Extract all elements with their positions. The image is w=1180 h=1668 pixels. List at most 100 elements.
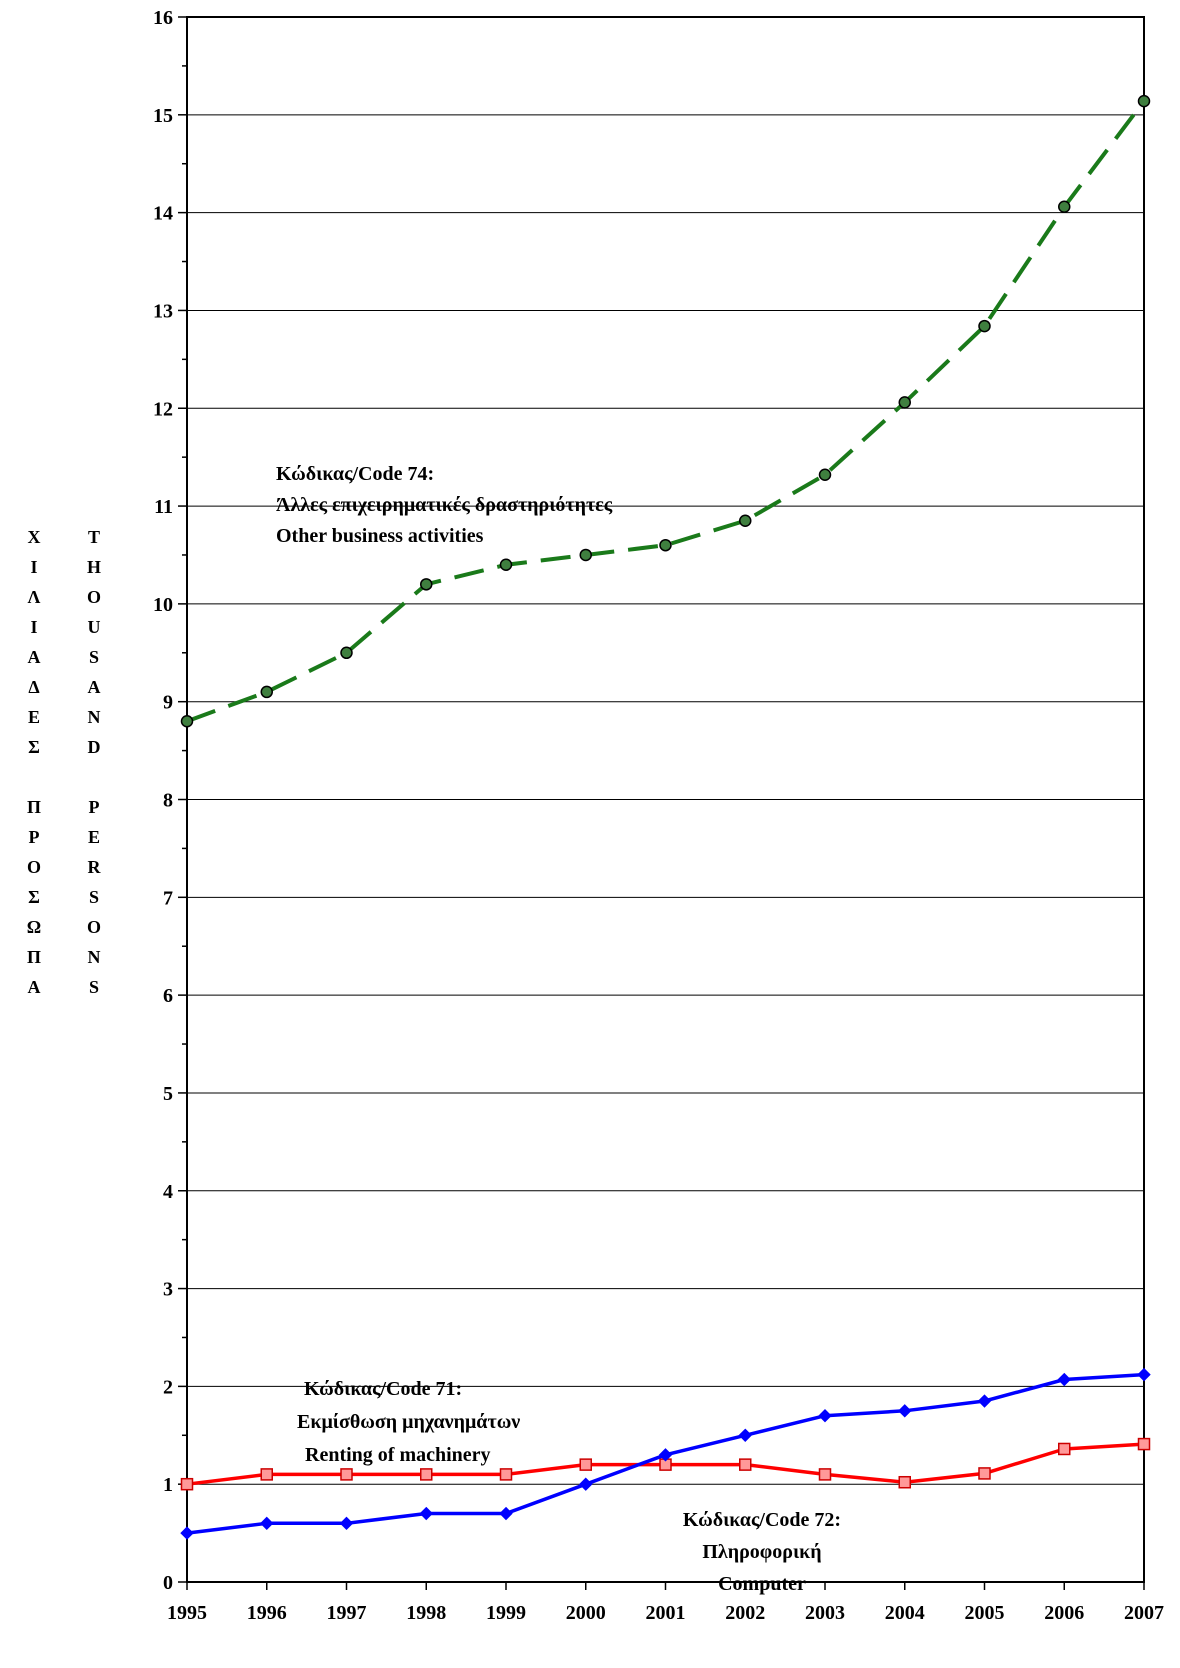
gridlines: [187, 16, 1144, 1485]
data-point-code74: [659, 538, 672, 552]
annotation-code72-line3: Computer: [718, 1573, 806, 1595]
y-tick-label: 15: [153, 105, 173, 127]
data-point-code72: [579, 1477, 593, 1491]
y-axis-label-letter: A: [87, 677, 101, 697]
data-point-code72: [658, 1448, 673, 1462]
y-axis-label-letter: S: [88, 647, 99, 667]
x-axis-ticks: 1995 1996 1997 1998 1999 2000 2001 2002 2003 2004…: [167, 1582, 1164, 1624]
y-tick-label: 12: [153, 398, 173, 420]
y-axis-label-letter: Π: [26, 947, 41, 967]
y-tick-label: 16: [153, 7, 173, 29]
x-tick-label: 1997: [327, 1602, 367, 1624]
x-tick-label: 2007: [1124, 1602, 1164, 1624]
data-point-code72: [1057, 1372, 1071, 1387]
data-point-code72: [1137, 1367, 1151, 1382]
annotation-code71: Κώδικας/Code 71: Εκμίσθωση μηχανημάτων R…: [297, 1378, 520, 1466]
annotation-code72-line2: Πληροφορική: [702, 1541, 821, 1563]
y-axis-label-letter: Ι: [30, 617, 38, 637]
data-point-code74: [739, 514, 752, 527]
data-point-code71: [978, 1467, 991, 1480]
y-tick-label: 1: [163, 1474, 173, 1496]
data-point-code72: [738, 1428, 752, 1442]
y-tick-label: 11: [154, 496, 173, 518]
y-axis-label-letter: Σ: [28, 887, 40, 907]
annotation-code72: Κώδικας/Code 72: Πληροφορική Computer: [683, 1509, 841, 1595]
data-point-code71: [1137, 1437, 1151, 1451]
data-point-code71: [340, 1468, 353, 1481]
data-point-code74: [579, 548, 592, 562]
series-line-code74: [186, 99, 1146, 724]
data-point-code71: [260, 1468, 273, 1481]
y-axis-label-letter: H: [86, 557, 101, 577]
x-tick-label: 2006: [1044, 1602, 1084, 1624]
y-tick-label: 5: [163, 1083, 173, 1105]
y-axis-label-letter: O: [86, 587, 101, 607]
annotation-code74-line3: Other business activities: [276, 525, 484, 547]
y-axis-label-letter: U: [87, 617, 101, 637]
y-axis-label-letter: [22, 762, 46, 792]
y-tick-label: 9: [163, 692, 173, 714]
y-tick-label: 8: [163, 790, 173, 812]
y-axis-label-letter: O: [86, 917, 101, 937]
y-axis-label-letter: Λ: [27, 587, 41, 607]
annotation-code71-line3: Renting of machinery: [305, 1444, 491, 1466]
series-code72: [180, 1367, 1151, 1540]
y-tick-label: 0: [163, 1572, 173, 1594]
y-axis-label-letter: R: [87, 857, 101, 877]
x-tick-label: 2004: [885, 1602, 925, 1624]
series-code71: [180, 1437, 1151, 1491]
data-point-code72: [419, 1506, 433, 1521]
data-point-code74: [260, 685, 273, 699]
annotation-code74-line1: Κώδικας/Code 74:: [276, 463, 434, 485]
data-point-code74: [340, 646, 353, 660]
annotation-code72-line1: Κώδικας/Code 72:: [683, 1509, 841, 1531]
y-axis-label-letter: Χ: [27, 527, 41, 547]
y-axis-label-letter: [82, 762, 106, 792]
data-point-code74: [420, 578, 433, 591]
annotation-code71-line1: Κώδικας/Code 71:: [304, 1378, 462, 1400]
x-tick-label: 2002: [725, 1602, 765, 1624]
y-axis-label-letter: Δ: [28, 677, 40, 697]
series-layer: [180, 94, 1151, 1540]
y-tick-label: 10: [153, 594, 173, 616]
y-axis-label-letter: Σ: [28, 737, 40, 757]
y-axis-label-letter: Α: [27, 647, 41, 667]
y-tick-label: 3: [163, 1279, 173, 1301]
y-axis-label-letter: S: [88, 977, 99, 997]
y-axis-label-letter: D: [87, 737, 101, 757]
x-tick-label: 2001: [646, 1602, 686, 1624]
data-point-code72: [339, 1516, 354, 1531]
data-point-code72: [499, 1506, 513, 1521]
y-tick-label: 7: [163, 887, 173, 909]
data-point-code74: [978, 319, 991, 333]
data-point-code72: [818, 1409, 832, 1423]
data-point-code72: [898, 1404, 912, 1418]
data-point-code74: [898, 396, 911, 409]
y-axis-label-letter: Α: [27, 977, 41, 997]
y-axis-label-letter: N: [87, 947, 101, 967]
y-axis-label-letter: N: [87, 707, 101, 727]
data-point-code72: [180, 1526, 194, 1540]
y-tick-label: 4: [163, 1181, 173, 1203]
data-point-code74: [818, 468, 832, 482]
data-point-code72: [260, 1516, 274, 1531]
data-point-code71: [180, 1477, 194, 1491]
x-tick-label: 2000: [566, 1602, 606, 1624]
annotation-code71-line2: Εκμίσθωση μηχανημάτων: [297, 1411, 520, 1433]
data-point-code71: [420, 1468, 433, 1481]
x-tick-label: 1999: [486, 1602, 526, 1624]
x-tick-label: 2005: [965, 1602, 1005, 1624]
annotation-code74-line2: Άλλες επιχειρηματικές δραστηριότητες: [276, 494, 613, 516]
data-point-code71: [1058, 1442, 1071, 1456]
annotation-code74: Κώδικας/Code 74: Άλλες επιχειρηματικές δ…: [276, 463, 613, 547]
data-point-code74: [1137, 94, 1151, 108]
data-point-code71: [579, 1458, 592, 1471]
y-tick-label: 14: [153, 203, 173, 225]
y-tick-label: 6: [163, 985, 173, 1007]
data-point-code71: [739, 1458, 752, 1471]
y-axis-label-letter: Π: [26, 797, 41, 817]
data-point-code72: [977, 1394, 992, 1408]
